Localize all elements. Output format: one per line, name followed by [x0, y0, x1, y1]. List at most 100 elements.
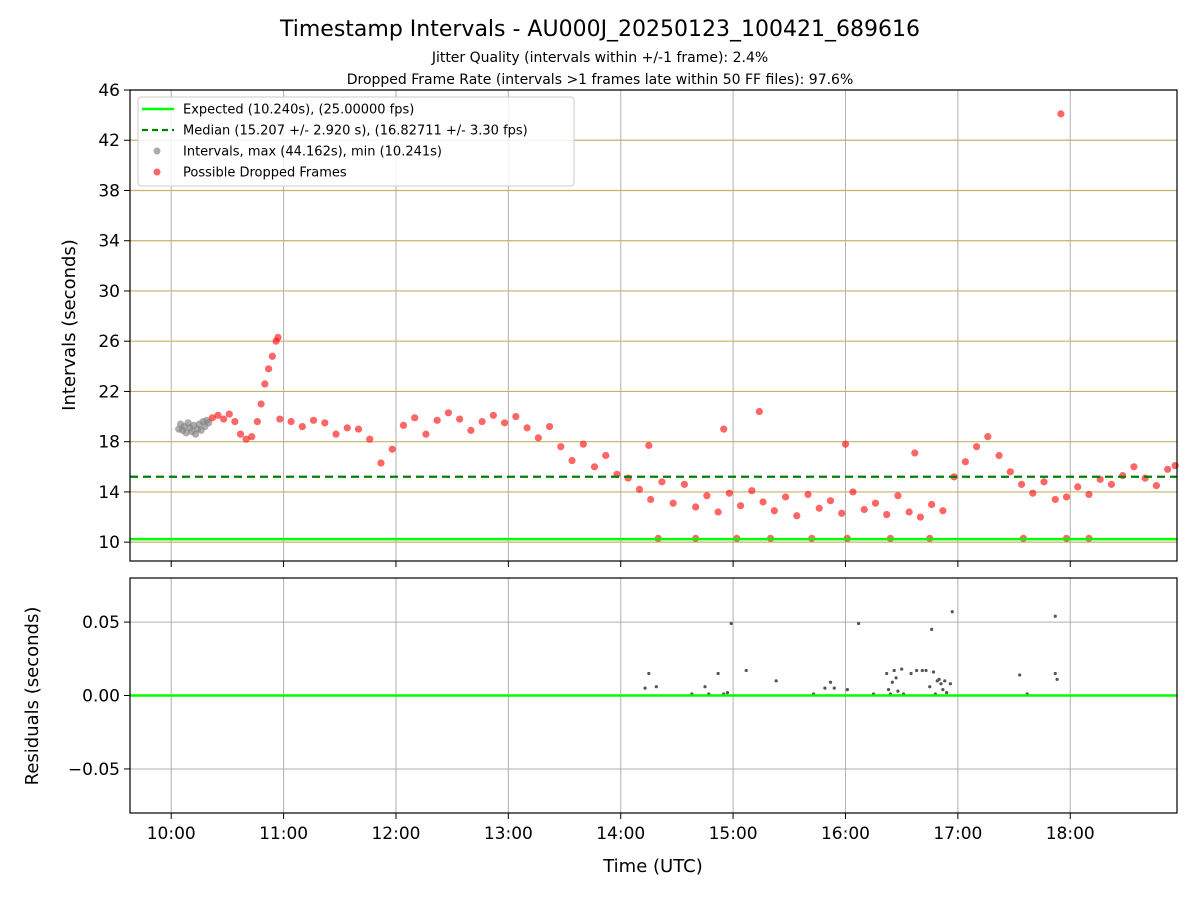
residual-point	[920, 668, 924, 673]
residual-point	[1053, 671, 1057, 676]
dropped-frame-point	[1085, 490, 1093, 499]
dropped-frame-point	[984, 433, 992, 441]
dropped-frame-point	[725, 489, 733, 497]
dropped-frame-point	[242, 435, 250, 443]
dropped-frame-point	[208, 414, 217, 422]
dropped-frame-point	[692, 503, 700, 511]
dropped-frame-point	[658, 478, 666, 486]
y-tick-label: 38	[98, 181, 120, 201]
dropped-frame-point	[635, 485, 644, 494]
residual-point	[924, 668, 928, 673]
dropped-frame-point	[467, 426, 475, 434]
dropped-frame-point	[1029, 489, 1037, 497]
dropped-frame-point	[669, 499, 677, 507]
dropped-frame-point	[388, 445, 396, 453]
dropped-frame-point	[1051, 495, 1059, 504]
dropped-frame-point	[220, 415, 228, 423]
residual-point	[744, 668, 748, 673]
residual-point	[1053, 614, 1057, 618]
residual-point	[900, 667, 904, 671]
dropped-frame-point	[1141, 474, 1149, 482]
x-tick-label: 12:00	[371, 824, 420, 844]
dropped-frame-point	[714, 508, 722, 516]
dropped-frame-point	[287, 417, 295, 426]
x-tick-label: 11:00	[259, 824, 308, 844]
legend: Expected (10.240s), (25.00000 fps) Median…	[137, 96, 575, 187]
dropped-frame-point	[770, 507, 778, 515]
residual-point	[915, 668, 919, 673]
dropped-frame-point	[1171, 461, 1179, 470]
y-axis-label-intervals: Intervals (seconds)	[59, 239, 80, 411]
legend-box	[137, 96, 575, 187]
dropped-frame-point	[647, 495, 655, 504]
dropped-frame-point	[568, 456, 576, 465]
legend-dropped-swatch	[153, 168, 161, 176]
y-tick-label: 22	[98, 382, 120, 402]
y-tick-label: 34	[98, 232, 120, 252]
y-tick-label: 10	[98, 533, 120, 553]
dropped-frame-point	[433, 416, 441, 424]
dropped-frame-point	[826, 497, 835, 505]
residual-point	[945, 690, 949, 695]
dropped-frame-point	[860, 505, 868, 514]
residual-point	[892, 668, 896, 673]
dropped-frame-point	[894, 492, 902, 500]
residuals-axes-frame	[129, 577, 1178, 814]
residual-point	[1018, 673, 1022, 677]
dropped-frame-point	[214, 411, 222, 419]
residual-point	[885, 671, 889, 676]
dropped-frame-point	[1017, 480, 1026, 488]
residual-point	[950, 610, 954, 614]
intervals-axes-frame	[129, 89, 1178, 562]
y-tick-label: 14	[98, 483, 120, 503]
dropped-frame-point	[332, 430, 340, 438]
residual-point	[845, 688, 849, 692]
residual-point	[832, 686, 836, 690]
dropped-frame-point	[916, 513, 925, 521]
y-tick-label: 26	[98, 332, 120, 352]
dropped-frame-point	[736, 502, 745, 510]
dropped-frame-point	[265, 365, 273, 373]
x-tick-label: 14:00	[596, 824, 645, 844]
dropped-frame-point	[579, 440, 587, 448]
dropped-frame-point	[1119, 471, 1127, 480]
dropped-frame-point	[748, 487, 756, 495]
dropped-frame-point	[261, 380, 269, 388]
residual-point	[643, 686, 647, 690]
dropped-frame-point	[444, 409, 453, 417]
y-tick-label: 18	[98, 433, 120, 453]
dropped-frame-point	[972, 443, 981, 451]
y-tick-label: 0.05	[82, 613, 120, 633]
y-tick-label: 42	[98, 131, 120, 151]
residual-point	[716, 671, 720, 676]
x-tick-label: 15:00	[709, 824, 758, 844]
dropped-frame-point	[624, 474, 632, 482]
dropped-frame-point	[377, 459, 385, 467]
residual-point	[725, 690, 730, 695]
y-tick-label: −0.05	[68, 760, 120, 780]
dropped-frame-point	[781, 493, 790, 501]
chart-subtitle-dropped: Dropped Frame Rate (intervals >1 frames …	[347, 72, 854, 88]
dropped-frame-point	[321, 419, 329, 427]
residual-point	[943, 679, 947, 683]
dropped-frame-point	[545, 423, 554, 431]
dropped-frame-point	[849, 488, 857, 496]
dropped-frame-point	[309, 416, 318, 424]
chart-title: Timestamp Intervals - AU000J_20250123_10…	[279, 17, 920, 42]
dropped-frame-point	[411, 414, 419, 422]
dropped-frame-point	[557, 443, 565, 451]
dropped-frame-point	[343, 424, 351, 432]
dropped-frame-point	[755, 407, 763, 416]
interval-point	[182, 429, 190, 437]
dropped-frame-point	[298, 423, 306, 431]
x-tick-label: 18:00	[1046, 824, 1095, 844]
residual-point	[823, 686, 827, 690]
dropped-frame-point	[883, 510, 891, 519]
residual-point	[774, 679, 778, 683]
dropped-frame-point	[1040, 478, 1048, 486]
dropped-frame-point	[1130, 463, 1138, 471]
dropped-frame-point	[231, 417, 239, 426]
residual-point	[894, 676, 898, 680]
dropped-frame-point	[253, 417, 261, 426]
